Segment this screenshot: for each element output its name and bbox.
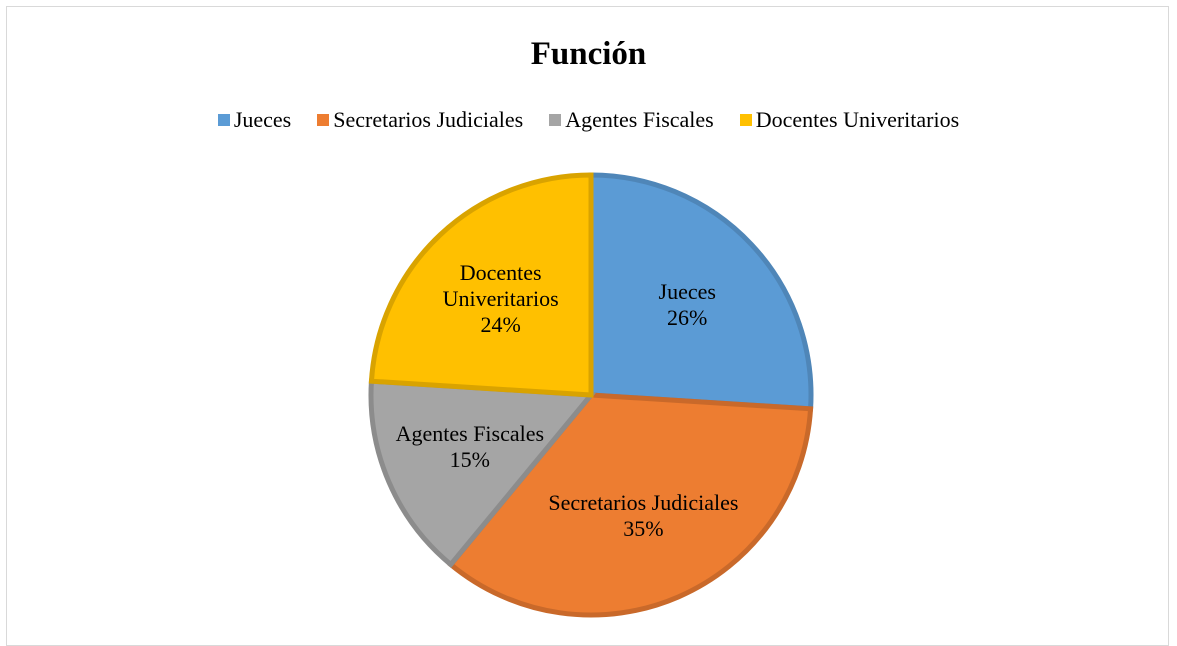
data-label-value: 24% [480,311,521,337]
chart-title: Función [530,36,647,72]
legend-item: Secretarios Judiciales [317,107,523,133]
data-label-category: Agentes Fiscales [395,421,545,447]
legend-swatch [549,114,562,126]
legend-item: Docentes Univeritarios [739,107,960,133]
legend-item: Agentes Fiscales [549,107,714,133]
data-label: Secretarios Judiciales 35% [548,490,738,542]
data-label-value: 15% [449,447,490,473]
legend-label: Jueces [233,107,292,132]
data-label: Docentes Univeritarios 24% [403,260,598,338]
legend-label: Docentes Univeritarios [755,107,960,132]
data-label-value: 35% [623,516,664,542]
data-label-category: Docentes Univeritarios [442,259,559,311]
data-label: Jueces 26% [659,279,716,331]
legend-label: Secretarios Judiciales [333,107,524,132]
legend-swatch [217,114,230,126]
data-label-category: Secretarios Judiciales [548,490,739,516]
data-label-category: Jueces [658,278,716,304]
pie-slice [588,172,814,412]
data-label: Agentes Fiscales 15% [396,421,544,473]
pie-slice [368,378,597,569]
legend-swatch [317,114,330,126]
pie-slice [368,172,594,398]
legend-swatch [739,114,752,126]
legend-label: Agentes Fiscales [565,107,714,132]
legend-item: Jueces [217,107,292,133]
data-label-value: 26% [667,304,708,330]
pie-slice [447,392,814,618]
legend: Jueces Secretarios Judiciales Agentes Fisc… [0,107,1177,133]
